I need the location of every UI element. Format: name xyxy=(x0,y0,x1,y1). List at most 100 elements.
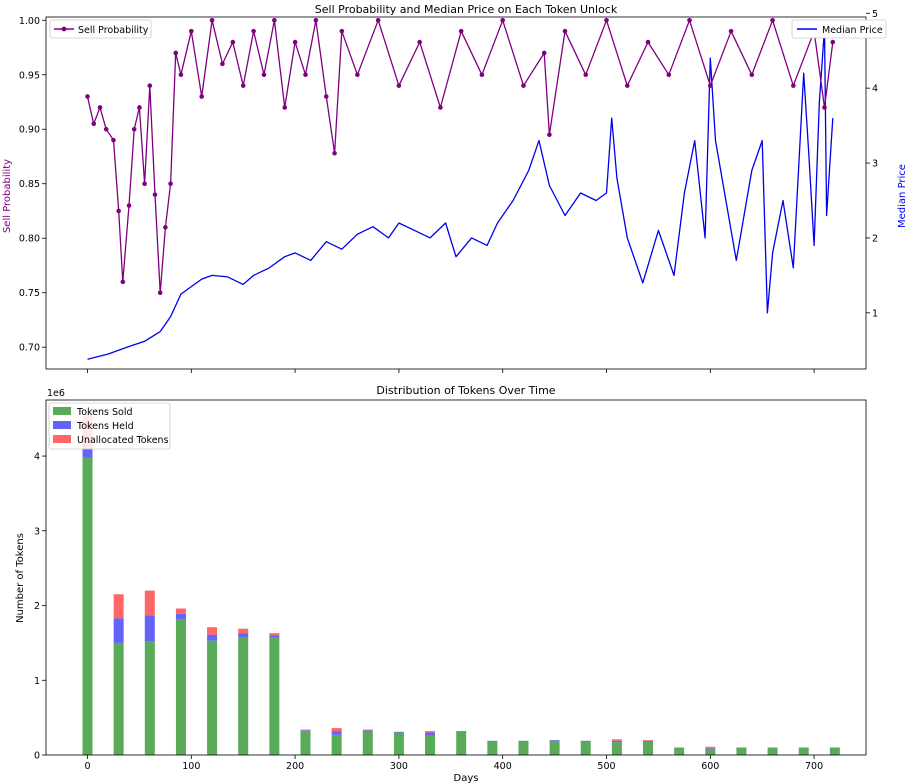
bar-segment xyxy=(300,729,311,731)
right-tick-label: 1 xyxy=(872,308,878,319)
bottom-x-tick-label: 0 xyxy=(84,761,90,772)
legend-label-price: Median Price xyxy=(822,25,883,36)
sell-probability-point xyxy=(120,279,126,285)
bar-segment xyxy=(238,628,249,634)
bar-segment xyxy=(393,731,404,733)
sell-probability-point xyxy=(583,72,589,78)
bar-segment xyxy=(549,740,560,755)
bar-segment xyxy=(643,740,654,742)
bar-segment xyxy=(643,740,654,741)
sell-probability-point xyxy=(97,105,103,110)
bottom-y-tick-label: 0 xyxy=(34,751,40,762)
sell-probability-point xyxy=(240,83,246,88)
bar-segment xyxy=(580,740,591,742)
sell-probability-point xyxy=(152,192,158,197)
sell-probability-point xyxy=(822,105,827,110)
bar-segment xyxy=(331,728,342,732)
sell-probability-point xyxy=(323,94,329,99)
bar-segment xyxy=(269,635,280,638)
bar-segment xyxy=(518,740,529,742)
bar-segment xyxy=(518,741,529,755)
sell-probability-point xyxy=(111,137,116,143)
bar-segment xyxy=(113,594,124,619)
sell-probability-point xyxy=(708,83,713,88)
bar-segment xyxy=(487,740,498,742)
bar-segment xyxy=(456,731,467,732)
sell-probability-point xyxy=(396,83,402,88)
bar-segment xyxy=(829,747,840,755)
sell-probability-point xyxy=(137,105,142,110)
legend-label-held: Tokens Held xyxy=(76,421,134,432)
bar-segment xyxy=(611,739,622,741)
bar-segment xyxy=(269,633,280,636)
bottom-x-tick-label: 600 xyxy=(701,761,719,772)
top-title: Sell Probability and Median Price on Eac… xyxy=(315,3,618,16)
sell-probability-point xyxy=(521,83,526,88)
sell-probability-point xyxy=(173,50,179,56)
bottom-legend: Tokens Sold Tokens Held Unallocated Toke… xyxy=(48,402,171,450)
bar-segment xyxy=(238,637,249,755)
bar-segment xyxy=(425,732,436,736)
sell-probability-point xyxy=(178,72,184,78)
bottom-bars-group xyxy=(82,414,840,755)
sell-probability-point xyxy=(830,39,836,45)
sell-probability-point xyxy=(375,17,381,23)
sell-probability-point xyxy=(261,72,267,78)
bar-segment xyxy=(798,747,809,755)
bar-segment xyxy=(736,747,747,755)
bar-segment xyxy=(207,640,218,755)
top-ylabel-right: Median Price xyxy=(897,164,908,228)
sell-probability-point xyxy=(142,181,147,187)
bottom-ylabel: Number of Tokens xyxy=(15,533,26,623)
sell-probability-point xyxy=(339,28,345,34)
bar-segment xyxy=(238,633,249,638)
sell-probability-point xyxy=(199,94,204,99)
bar-segment xyxy=(144,641,155,755)
sell-probability-point xyxy=(313,17,319,23)
left-tick-label: 0.85 xyxy=(19,179,40,190)
legend-swatch-sold xyxy=(53,407,71,415)
bar-segment xyxy=(113,642,124,755)
legend-label-sell: Sell Probability xyxy=(78,25,149,36)
sell-probability-point xyxy=(282,105,288,110)
sell-probability-point xyxy=(209,17,215,23)
sell-probability-point xyxy=(292,39,298,45)
legend-box-sell xyxy=(49,19,152,39)
right-tick-label: 4 xyxy=(872,84,878,95)
bottom-x-tick-label: 500 xyxy=(597,761,615,772)
top-legend-right: Median Price xyxy=(791,19,887,39)
sell-probability-point xyxy=(91,121,97,127)
sell-probability-point xyxy=(624,83,630,88)
sell-probability-point xyxy=(251,28,256,34)
bottom-y-tick-label: 1 xyxy=(34,676,40,687)
bottom-x-tick-label: 100 xyxy=(182,761,200,772)
sell-probability-point xyxy=(791,83,796,88)
bottom-ticks: 0 1 2 3 4 0 100 200 300 400 500 600 700 xyxy=(34,452,823,772)
legend-box-price xyxy=(791,19,887,39)
sell-probability-point xyxy=(163,225,168,230)
sell-probability-point xyxy=(479,72,485,78)
left-tick-label: 0.90 xyxy=(19,125,40,136)
sell-probability-point xyxy=(126,203,132,208)
sell-probability-point xyxy=(272,17,277,23)
bottom-axes-frame xyxy=(45,399,867,756)
sell-probability-point xyxy=(220,61,225,67)
bar-segment xyxy=(144,590,155,616)
bar-segment xyxy=(549,740,560,741)
sell-probability-point xyxy=(645,39,651,45)
sell-probability-point xyxy=(562,28,568,34)
sell-probability-point xyxy=(103,126,109,132)
top-ylabel-left: Sell Probability xyxy=(2,159,13,233)
sell-probability-point xyxy=(458,28,464,34)
bar-segment xyxy=(362,729,373,731)
top-series-group xyxy=(85,17,836,360)
left-tick-label: 0.75 xyxy=(19,288,40,299)
bar-segment xyxy=(611,740,622,743)
sell-probability-point xyxy=(770,17,775,23)
sell-probability-point xyxy=(131,126,137,132)
sell-probability-point xyxy=(189,28,194,34)
legend-label-unallocated: Unallocated Tokens xyxy=(77,435,169,446)
bottom-x-tick-label: 700 xyxy=(805,761,823,772)
bar-segment xyxy=(207,627,218,635)
